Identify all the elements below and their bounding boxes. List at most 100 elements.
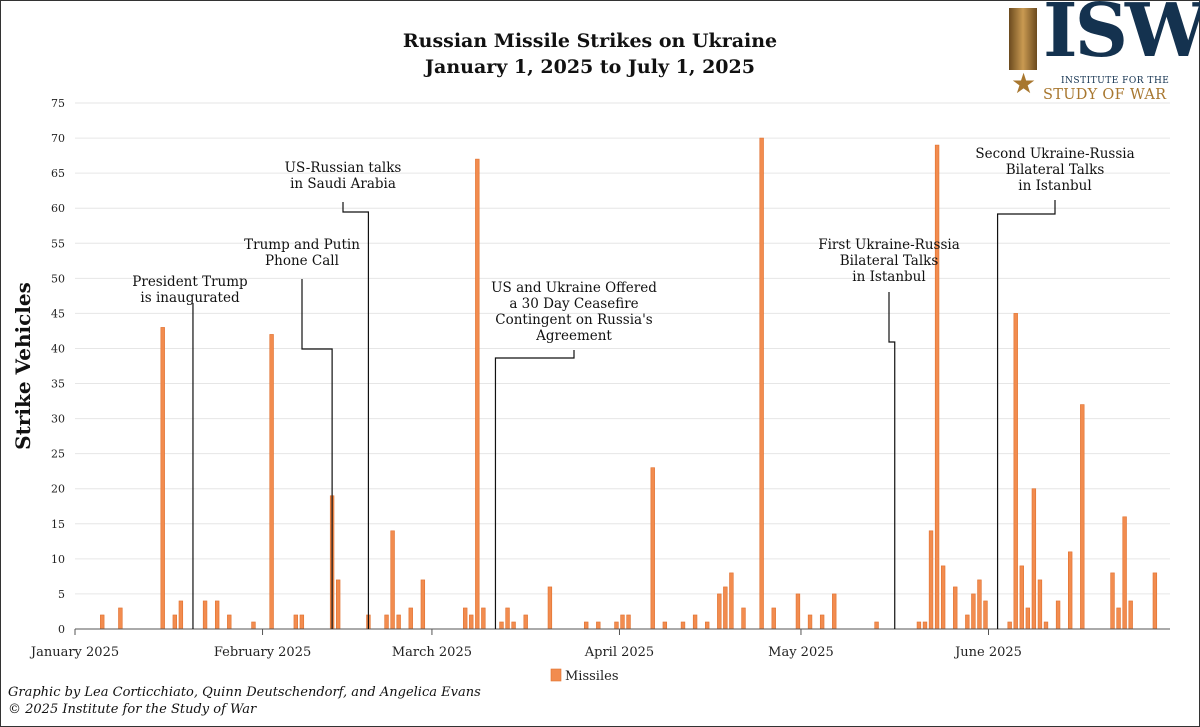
bar: [1055, 600, 1061, 630]
annotation-leader: [996, 200, 1056, 629]
logo-institute-line: INSTITUTE FOR THE: [1061, 76, 1170, 86]
bar: [1043, 621, 1049, 630]
x-tick-label: February 2025: [214, 645, 311, 660]
bar: [819, 614, 825, 630]
y-tick-label: 70: [51, 132, 65, 145]
bar: [1013, 313, 1018, 630]
bar: [971, 593, 976, 630]
y-tick-label: 10: [51, 553, 65, 566]
annotation-label: Second Ukraine-Russia: [975, 146, 1134, 162]
x-tick-label: April 2025: [584, 645, 654, 660]
annotation-label: Agreement: [535, 328, 612, 344]
bar: [626, 614, 631, 630]
y-tick-label: 60: [51, 202, 65, 215]
bar: [160, 327, 165, 630]
bar: [178, 600, 184, 630]
annotation-label: is inaugurated: [140, 290, 240, 306]
y-tick-label: 5: [58, 588, 65, 601]
bar: [172, 614, 177, 630]
bar: [614, 621, 619, 630]
bar: [1031, 488, 1037, 630]
bar: [463, 607, 468, 630]
bar: [420, 579, 426, 630]
bar: [795, 593, 801, 630]
annotation-leader: [888, 292, 896, 629]
y-tick-label: 35: [51, 378, 65, 391]
x-tick-label: March 2025: [392, 645, 472, 660]
bar: [723, 586, 728, 630]
bar: [251, 621, 256, 630]
bar: [692, 614, 698, 630]
bar: [547, 586, 553, 630]
y-tick-label: 65: [51, 167, 65, 180]
annotation-label: US and Ukraine Offered: [491, 280, 657, 296]
logo-wordmark: ISW: [1043, 0, 1200, 74]
y-tick-label: 0: [58, 623, 65, 636]
bar: [293, 614, 298, 630]
bar: [1152, 572, 1158, 630]
bar: [396, 614, 401, 630]
bar: [596, 621, 601, 630]
bar: [469, 614, 474, 630]
isw-logo: ISW ★ INSTITUTE FOR THE STUDY OF WAR: [1005, 0, 1200, 105]
bar: [916, 621, 922, 630]
bar: [202, 600, 208, 630]
credit-authors: Graphic by Lea Corticchiato, Quinn Deuts…: [8, 685, 481, 700]
bar: [759, 137, 764, 630]
bar: [1068, 551, 1073, 630]
bar: [1037, 579, 1043, 630]
bar: [269, 334, 274, 630]
x-tick-label: May 2025: [768, 645, 834, 660]
annotation-label: in Saudi Arabia: [290, 176, 396, 192]
credit-copyright: © 2025 Institute for the Study of War: [8, 702, 257, 717]
bar: [118, 607, 123, 630]
bar: [832, 593, 837, 630]
y-tick-label: 25: [51, 448, 65, 461]
annotation-label: Bilateral Talks: [840, 253, 939, 269]
y-tick-label: 40: [51, 342, 65, 355]
y-tick-label: 50: [51, 272, 65, 285]
bar: [1116, 607, 1121, 630]
bar: [335, 579, 341, 630]
chart-subtitle: January 1, 2025 to July 1, 2025: [425, 56, 755, 78]
annotation-label: US-Russian talks: [285, 160, 402, 176]
x-tick-label: June 2025: [953, 645, 1022, 660]
bar: [299, 614, 305, 630]
bar: [874, 621, 879, 630]
annotation-leader: [342, 202, 370, 629]
annotation-label: Trump and Putin: [244, 237, 360, 253]
bar: [499, 621, 504, 630]
bar: [928, 530, 934, 630]
bar: [100, 614, 105, 630]
bar: [983, 600, 988, 630]
annotation-label: in Istanbul: [1018, 178, 1091, 194]
bar: [227, 614, 232, 630]
bar: [505, 607, 510, 630]
annotation-label: Bilateral Talks: [1006, 162, 1105, 178]
annotation-label: in Istanbul: [852, 269, 925, 285]
bar: [807, 614, 813, 630]
legend-swatch: [550, 668, 562, 682]
y-tick-label: 45: [51, 307, 65, 320]
bar: [977, 579, 982, 630]
bar: [214, 600, 220, 630]
bar: [475, 158, 480, 630]
y-tick-label: 55: [51, 237, 65, 250]
bar: [481, 607, 486, 630]
bar: [511, 621, 516, 630]
y-tick-label: 20: [51, 483, 65, 496]
annotation-leader: [494, 350, 575, 629]
bar: [934, 144, 940, 630]
y-tick-label: 75: [51, 97, 65, 110]
bar: [922, 621, 928, 630]
x-tick-label: January 2025: [29, 645, 119, 660]
bar: [680, 621, 686, 630]
logo-study-line: STUDY OF WAR: [1043, 87, 1167, 103]
annotation-leader: [301, 279, 333, 629]
bar: [1110, 572, 1115, 630]
annotation-label: a 30 Day Ceasefire: [509, 296, 638, 312]
bar: [1007, 621, 1012, 630]
annotation-label: President Trump: [132, 274, 247, 290]
bar: [1122, 516, 1127, 630]
